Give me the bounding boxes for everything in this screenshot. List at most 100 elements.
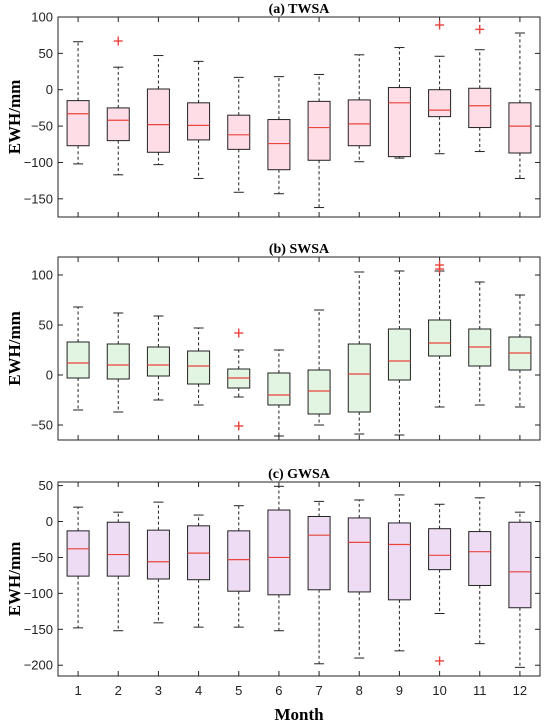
iqr-box — [146, 346, 170, 377]
box-month-12 — [508, 294, 532, 408]
x-tick-label: 1 — [74, 683, 81, 698]
panel-title: (a) TWSA — [269, 2, 331, 17]
y-tick-label: −150 — [24, 191, 53, 206]
box-month-7 — [307, 73, 331, 209]
box-month-12 — [508, 511, 532, 668]
iqr-box — [267, 372, 291, 406]
box-month-3 — [146, 315, 170, 401]
y-tick-label: 0 — [46, 514, 53, 529]
y-tick-label: 50 — [39, 46, 53, 61]
box-month-6 — [267, 485, 291, 632]
y-axis-label: EWH/mm — [5, 311, 24, 386]
iqr-box — [508, 521, 532, 609]
box-month-3 — [146, 55, 170, 166]
iqr-box — [468, 87, 492, 129]
plot-frame — [57, 481, 541, 677]
iqr-box — [227, 114, 251, 150]
outlier-marker — [234, 328, 244, 338]
iqr-box — [307, 515, 331, 591]
panel-title: (c) GWSA — [268, 467, 331, 482]
x-tick-label: 9 — [396, 683, 403, 698]
iqr-box — [307, 369, 331, 415]
y-tick-label: −100 — [24, 586, 53, 601]
plot-frame — [57, 16, 541, 218]
x-tick-label: 4 — [195, 683, 202, 698]
iqr-box — [227, 530, 251, 592]
box-month-10 — [428, 503, 452, 666]
iqr-box — [66, 530, 90, 577]
x-tick-label: 11 — [473, 683, 487, 698]
box-month-10 — [428, 260, 452, 408]
iqr-box — [66, 100, 90, 147]
y-tick-label: −200 — [24, 658, 53, 673]
iqr-box — [106, 521, 130, 577]
outlier-marker — [435, 656, 445, 666]
box-month-1 — [66, 41, 90, 165]
outlier-marker — [435, 264, 445, 274]
panel-title: (b) SWSA — [269, 242, 330, 257]
iqr-box — [387, 328, 411, 381]
iqr-box — [187, 102, 211, 141]
iqr-box — [428, 528, 452, 571]
box-month-11 — [468, 24, 492, 153]
box-month-1 — [66, 506, 90, 629]
iqr-box — [307, 100, 331, 161]
box-month-9 — [387, 494, 411, 652]
iqr-box — [66, 341, 90, 379]
outlier-marker — [113, 36, 123, 46]
iqr-box — [468, 531, 492, 586]
box-month-5 — [227, 76, 251, 193]
iqr-box — [187, 350, 211, 385]
iqr-box — [267, 119, 291, 171]
iqr-box — [428, 89, 452, 118]
y-tick-label: 0 — [46, 368, 53, 383]
x-tick-label: 3 — [155, 683, 162, 698]
box-month-6 — [267, 76, 291, 195]
iqr-box — [146, 88, 170, 153]
iqr-box — [347, 517, 371, 593]
box-month-3 — [146, 501, 170, 624]
y-axis-label: EWH/mm — [5, 80, 24, 155]
y-tick-label: 50 — [39, 478, 53, 493]
y-tick-label: −50 — [31, 418, 53, 433]
x-tick-label: 6 — [275, 683, 282, 698]
box-month-5 — [227, 505, 251, 628]
panel-1: −150 −100 −50 0 50 100 (a) TWSA EWH/mm — [5, 2, 541, 218]
y-tick-label: −50 — [31, 119, 53, 134]
box-month-7 — [307, 500, 331, 665]
outlier-marker — [234, 421, 244, 431]
x-tick-label: 10 — [432, 683, 446, 698]
y-axis-label: EWH/mm — [5, 542, 24, 617]
iqr-box — [267, 509, 291, 596]
y-tick-label: 0 — [46, 82, 53, 97]
box-month-9 — [387, 270, 411, 436]
box-month-2 — [106, 36, 130, 176]
iqr-box — [347, 99, 371, 147]
plot-frame — [57, 256, 541, 441]
iqr-box — [387, 87, 411, 158]
y-tick-label: −150 — [24, 622, 53, 637]
x-tick-label: 2 — [115, 683, 122, 698]
x-tick-label: 8 — [356, 683, 363, 698]
box-month-4 — [187, 327, 211, 406]
panel-2: −50 0 50 100 (b) SWSA EWH/mm — [5, 242, 541, 441]
outlier-marker — [475, 24, 485, 34]
box-month-5 — [227, 328, 251, 431]
y-tick-label: 100 — [31, 10, 53, 25]
box-month-8 — [347, 499, 371, 659]
y-tick-label: 50 — [39, 318, 53, 333]
box-month-6 — [267, 349, 291, 437]
box-month-4 — [187, 514, 211, 628]
box-month-9 — [387, 47, 411, 159]
box-month-2 — [106, 511, 130, 632]
iqr-box — [106, 107, 130, 142]
y-tick-label: 100 — [31, 268, 53, 283]
box-month-8 — [347, 54, 371, 163]
box-month-8 — [347, 271, 371, 435]
x-tick-label: 12 — [513, 683, 527, 698]
x-axis-label: Month — [274, 705, 324, 724]
y-tick-label: −50 — [31, 550, 53, 565]
box-month-2 — [106, 312, 130, 413]
